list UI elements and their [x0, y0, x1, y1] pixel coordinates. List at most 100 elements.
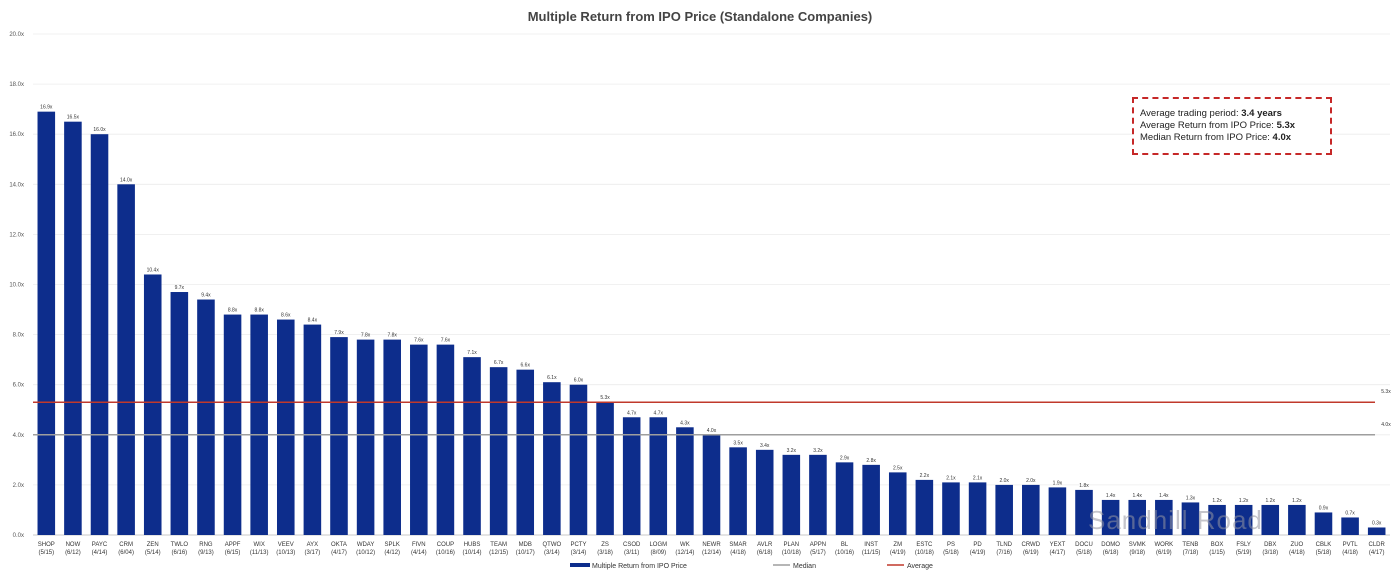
bar — [1101, 499, 1120, 535]
x-tick-date: (5/18) — [1316, 550, 1332, 556]
x-tick-label: BL — [841, 542, 849, 548]
bar-data-label: 7.9x — [334, 330, 344, 336]
bar-data-label: 1.2x — [1292, 498, 1302, 504]
x-tick-label: WK — [680, 542, 690, 548]
x-tick-date: (4/19) — [970, 550, 986, 556]
x-tick-date: (12/14) — [675, 550, 694, 556]
bar-data-label: 10.4x — [147, 267, 160, 273]
x-tick-date: (10/18) — [782, 550, 801, 556]
bar-data-label: 0.3x — [1372, 520, 1382, 526]
bar-data-label: 6.6x — [521, 363, 531, 369]
y-tick-label: 6.0x — [13, 383, 24, 389]
x-tick-label: DOCU — [1075, 542, 1093, 548]
bar — [888, 472, 907, 535]
x-tick-label: SVMK — [1129, 542, 1146, 548]
x-tick-date: (10/13) — [276, 550, 295, 556]
x-tick-label: ZEN — [147, 542, 159, 548]
x-tick-date: (10/12) — [356, 550, 375, 556]
legend-label-bars: Multiple Return from IPO Price — [592, 563, 687, 570]
x-tick-label: WIX — [253, 542, 264, 548]
x-tick-date: (6/19) — [1156, 550, 1172, 556]
x-tick-date: (5/17) — [810, 550, 826, 556]
bar-data-label: 2.8x — [866, 458, 876, 464]
x-tick-date: (6/16) — [171, 550, 187, 556]
bar — [1181, 502, 1200, 535]
bar-data-label: 4.3x — [680, 420, 690, 426]
reference-lines: 5.3x 4.0x — [33, 389, 1391, 436]
bar — [303, 324, 322, 535]
bar-data-label: 7.8x — [361, 333, 371, 339]
bars: 16.9x 16.5x 16.0x 14.0x 10.4x 9.7x 9.4x 8.8x 8.8… — [37, 105, 1386, 536]
bar-data-label: 1.4x — [1106, 493, 1116, 499]
x-tick-date: (10/18) — [915, 550, 934, 556]
bar-data-label: 2.5x — [893, 465, 903, 471]
bar — [676, 427, 694, 535]
bar — [489, 367, 508, 535]
x-tick-label: DOMO — [1101, 542, 1120, 548]
x-tick-date: (11/15) — [862, 550, 881, 556]
x-tick-date: (12/15) — [489, 550, 508, 556]
bar — [862, 464, 880, 535]
bar-data-label: 1.9x — [1053, 480, 1063, 486]
x-tick-date: (10/17) — [516, 550, 535, 556]
x-tick-label: HUBS — [464, 542, 481, 548]
stats-median-return-label: Median Return from IPO Price: — [1140, 132, 1273, 143]
x-tick-date: (6/15) — [225, 550, 241, 556]
x-tick-label: APPN — [810, 542, 826, 548]
stats-average-return: Average Return from IPO Price: 5.3x — [1140, 120, 1324, 132]
stats-trading-period: Average trading period: 3.4 years — [1140, 108, 1324, 120]
x-tick-label: PAYC — [92, 542, 108, 548]
x-tick-label: LOGM — [649, 542, 667, 548]
bar — [835, 462, 854, 535]
x-tick-date: (3/14) — [571, 550, 587, 556]
bar — [729, 447, 747, 535]
legend-swatch-bars — [570, 563, 590, 567]
x-tick-label: TENB — [1182, 542, 1198, 548]
x-tick-label: ZUO — [1291, 542, 1304, 548]
x-tick-label: MDB — [519, 542, 532, 548]
bar-data-label: 8.8x — [228, 308, 238, 314]
x-tick-label: TWLO — [171, 542, 189, 548]
bar — [1367, 527, 1386, 535]
bar-data-label: 16.5x — [67, 115, 80, 121]
bar — [782, 454, 801, 535]
x-tick-label: FSLY — [1236, 542, 1251, 548]
bar-data-label: 1.2x — [1266, 498, 1276, 504]
x-tick-label: FIVN — [412, 542, 426, 548]
x-tick-date: (5/19) — [1236, 550, 1252, 556]
bar — [1128, 499, 1147, 535]
bar-data-label: 9.7x — [175, 285, 185, 291]
bar-data-label: 3.5x — [733, 440, 743, 446]
x-tick-label: PCTY — [570, 542, 586, 548]
x-tick-date: (4/14) — [411, 550, 427, 556]
bar — [436, 344, 455, 535]
bar — [942, 482, 960, 535]
bar-data-label: 9.4x — [201, 293, 211, 299]
bar — [1341, 517, 1359, 535]
x-tick-date: (3/18) — [597, 550, 613, 556]
x-tick-date: (4/12) — [384, 550, 400, 556]
bar — [569, 384, 588, 535]
x-tick-date: (4/19) — [890, 550, 906, 556]
x-tick-label: INST — [864, 542, 878, 548]
x-tick-date: (3/17) — [305, 550, 321, 556]
x-tick-date: (7/18) — [1183, 550, 1199, 556]
bar — [1288, 504, 1306, 535]
y-tick-label: 12.0x — [9, 232, 24, 238]
x-tick-date: (4/18) — [1342, 550, 1358, 556]
x-tick-date: (10/16) — [835, 550, 854, 556]
x-tick-label: OKTA — [331, 542, 347, 548]
x-tick-label: WORK — [1154, 542, 1173, 548]
x-tick-date: (6/19) — [1023, 550, 1039, 556]
x-tick-label: AYX — [307, 542, 319, 548]
average-line-label: 5.3x — [1381, 389, 1391, 395]
bar-data-label: 8.8x — [254, 308, 264, 314]
x-tick-date: (8/09) — [650, 550, 666, 556]
x-tick-label: SMAR — [729, 542, 747, 548]
y-tick-label: 18.0x — [9, 82, 24, 88]
y-tick-label: 4.0x — [13, 433, 24, 439]
bar-data-label: 2.1x — [973, 475, 983, 481]
bar — [1314, 512, 1333, 535]
x-tick-date: (5/18) — [1076, 550, 1092, 556]
x-tick-date: (5/15) — [38, 550, 54, 556]
